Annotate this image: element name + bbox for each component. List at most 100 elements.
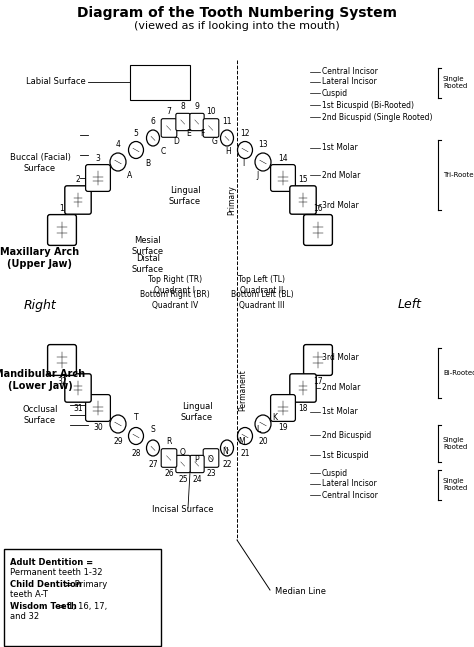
- Text: 2: 2: [76, 175, 81, 184]
- Text: Right: Right: [24, 298, 56, 311]
- Text: Labial Surface: Labial Surface: [26, 78, 86, 87]
- FancyBboxPatch shape: [203, 449, 219, 467]
- Ellipse shape: [220, 440, 234, 456]
- Bar: [130, 65, 190, 100]
- Text: 30: 30: [93, 423, 103, 432]
- Text: and 32: and 32: [10, 612, 39, 621]
- Ellipse shape: [220, 130, 234, 146]
- Text: 1st Bicuspid (Bi-Rooted): 1st Bicuspid (Bi-Rooted): [322, 100, 414, 109]
- Text: Permanent teeth 1-32: Permanent teeth 1-32: [10, 568, 102, 577]
- Text: Median Line: Median Line: [275, 587, 326, 597]
- Text: Bi-Rooted: Bi-Rooted: [443, 370, 474, 376]
- Text: Incisal Surface: Incisal Surface: [152, 505, 214, 514]
- Text: 32: 32: [57, 377, 67, 386]
- Text: Lateral Incisor: Lateral Incisor: [322, 479, 377, 488]
- FancyBboxPatch shape: [271, 164, 295, 192]
- Text: 10: 10: [206, 107, 216, 116]
- Text: Left: Left: [398, 298, 422, 311]
- FancyBboxPatch shape: [304, 215, 332, 245]
- Text: Single
Rooted: Single Rooted: [443, 437, 467, 450]
- Text: 19: 19: [278, 423, 288, 432]
- FancyBboxPatch shape: [65, 186, 91, 214]
- Ellipse shape: [237, 142, 253, 159]
- Text: 4: 4: [116, 140, 120, 149]
- FancyBboxPatch shape: [271, 395, 295, 421]
- Text: K: K: [273, 413, 277, 422]
- Text: A: A: [128, 171, 133, 179]
- Text: 11: 11: [222, 117, 232, 126]
- Text: 18: 18: [298, 404, 308, 413]
- Text: 5: 5: [134, 129, 138, 138]
- Text: C: C: [160, 146, 165, 155]
- Text: 2nd Molar: 2nd Molar: [322, 171, 360, 179]
- Text: 2nd Molar: 2nd Molar: [322, 384, 360, 393]
- FancyBboxPatch shape: [190, 455, 204, 473]
- Ellipse shape: [146, 440, 159, 456]
- Text: O: O: [208, 455, 214, 465]
- Text: Child Dentition: Child Dentition: [10, 580, 82, 589]
- Ellipse shape: [255, 153, 271, 171]
- Ellipse shape: [128, 428, 144, 444]
- Text: I: I: [242, 159, 244, 168]
- Text: 25: 25: [178, 475, 188, 484]
- Text: Tri-Rooted: Tri-Rooted: [443, 172, 474, 178]
- Text: 2nd Bicuspid (Single Rooted): 2nd Bicuspid (Single Rooted): [322, 113, 432, 122]
- Text: Bottom Left (BL)
Quadrant III: Bottom Left (BL) Quadrant III: [231, 291, 293, 310]
- Text: L: L: [256, 426, 260, 435]
- Text: Lingual
Surface: Lingual Surface: [169, 186, 201, 206]
- Text: 3rd Molar: 3rd Molar: [322, 353, 359, 362]
- Text: = 1, 16, 17,: = 1, 16, 17,: [58, 602, 107, 611]
- FancyBboxPatch shape: [190, 113, 204, 131]
- Ellipse shape: [237, 428, 253, 444]
- Text: 2nd Bicuspid: 2nd Bicuspid: [322, 430, 371, 439]
- Ellipse shape: [110, 415, 126, 433]
- Text: 1st Molar: 1st Molar: [322, 144, 358, 153]
- Text: R: R: [166, 437, 172, 446]
- Text: T: T: [134, 413, 138, 422]
- Text: 1: 1: [60, 204, 64, 213]
- Text: 27: 27: [148, 460, 158, 469]
- Text: 3rd Molar: 3rd Molar: [322, 201, 359, 210]
- Text: Q: Q: [180, 448, 186, 457]
- Text: Buccal (Facial)
Surface: Buccal (Facial) Surface: [9, 153, 71, 173]
- Ellipse shape: [128, 142, 144, 159]
- Text: 9: 9: [194, 102, 200, 111]
- Text: E: E: [187, 129, 191, 138]
- Text: Lateral Incisor: Lateral Incisor: [322, 78, 377, 87]
- Text: F: F: [200, 129, 204, 138]
- Text: H: H: [225, 146, 231, 155]
- Text: 31: 31: [73, 404, 83, 413]
- FancyBboxPatch shape: [4, 549, 161, 646]
- Text: 26: 26: [164, 470, 174, 479]
- Text: 14: 14: [278, 154, 288, 163]
- FancyBboxPatch shape: [176, 113, 190, 131]
- Text: Top Left (TL)
Quadrant II: Top Left (TL) Quadrant II: [238, 276, 285, 294]
- Text: Central Incisor: Central Incisor: [322, 67, 378, 76]
- Text: Diagram of the Tooth Numbering System: Diagram of the Tooth Numbering System: [77, 6, 397, 20]
- FancyBboxPatch shape: [47, 345, 76, 375]
- Text: N: N: [222, 448, 228, 457]
- Text: Adult Dentition =: Adult Dentition =: [10, 558, 93, 567]
- Text: 1st Bicuspid: 1st Bicuspid: [322, 450, 369, 459]
- Text: 13: 13: [258, 140, 268, 149]
- Text: = Primary: = Primary: [65, 580, 107, 589]
- FancyBboxPatch shape: [86, 164, 110, 192]
- Text: Bottom Right (BR)
Quadrant IV: Bottom Right (BR) Quadrant IV: [140, 291, 210, 310]
- FancyBboxPatch shape: [203, 118, 219, 137]
- Text: 6: 6: [151, 117, 155, 126]
- Text: 17: 17: [313, 377, 323, 386]
- Text: Cuspid: Cuspid: [322, 89, 348, 98]
- Text: teeth A-T: teeth A-T: [10, 590, 48, 599]
- Text: Permanent: Permanent: [238, 369, 247, 411]
- Text: 7: 7: [166, 107, 172, 116]
- Text: S: S: [151, 426, 155, 435]
- FancyBboxPatch shape: [65, 374, 91, 402]
- Text: J: J: [257, 171, 259, 179]
- Text: Single
Rooted: Single Rooted: [443, 76, 467, 89]
- Text: Maxillary Arch
(Upper Jaw): Maxillary Arch (Upper Jaw): [0, 247, 80, 269]
- Text: Top Right (TR)
Quadrant I: Top Right (TR) Quadrant I: [148, 276, 202, 294]
- Text: Mandibular Arch
(Lower Jaw): Mandibular Arch (Lower Jaw): [0, 369, 86, 391]
- FancyBboxPatch shape: [290, 374, 316, 402]
- Text: 3: 3: [96, 154, 100, 163]
- Text: Primary: Primary: [228, 185, 237, 215]
